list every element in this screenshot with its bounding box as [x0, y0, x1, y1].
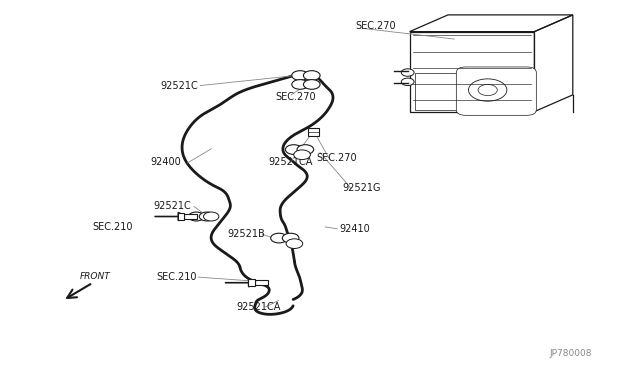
Text: FRONT: FRONT	[79, 272, 110, 280]
FancyBboxPatch shape	[456, 67, 536, 115]
Text: 92521C: 92521C	[160, 81, 198, 90]
Circle shape	[292, 80, 308, 89]
Circle shape	[189, 212, 204, 221]
Text: SEC.210: SEC.210	[93, 222, 133, 232]
Circle shape	[282, 233, 299, 243]
Text: 92410: 92410	[339, 224, 370, 234]
Bar	[308, 128, 319, 136]
Text: SEC.270: SEC.270	[355, 21, 396, 31]
Circle shape	[468, 79, 507, 101]
Circle shape	[199, 212, 214, 221]
Circle shape	[401, 69, 414, 76]
Text: JP780008: JP780008	[549, 349, 591, 358]
Bar	[248, 279, 255, 286]
Circle shape	[294, 150, 310, 160]
Circle shape	[271, 233, 287, 243]
Circle shape	[303, 71, 320, 80]
Bar	[178, 213, 184, 220]
Circle shape	[303, 80, 320, 89]
Circle shape	[297, 145, 314, 154]
Circle shape	[286, 239, 303, 248]
Text: 92400: 92400	[150, 157, 181, 167]
Circle shape	[478, 84, 497, 96]
Text: 92521G: 92521G	[342, 183, 381, 193]
Circle shape	[285, 145, 302, 154]
Text: 92521CA: 92521CA	[269, 157, 313, 167]
Text: 92521B: 92521B	[227, 230, 265, 239]
Bar	[255, 280, 268, 285]
Bar	[415, 73, 463, 110]
Text: 92521CA: 92521CA	[237, 302, 281, 312]
Circle shape	[401, 78, 414, 86]
Circle shape	[204, 212, 219, 221]
Text: 92521C: 92521C	[154, 202, 191, 211]
Bar	[184, 214, 197, 219]
Circle shape	[292, 71, 308, 80]
Text: SEC.210: SEC.210	[157, 272, 197, 282]
Text: SEC.270: SEC.270	[317, 153, 357, 163]
Text: SEC.270: SEC.270	[275, 92, 316, 102]
